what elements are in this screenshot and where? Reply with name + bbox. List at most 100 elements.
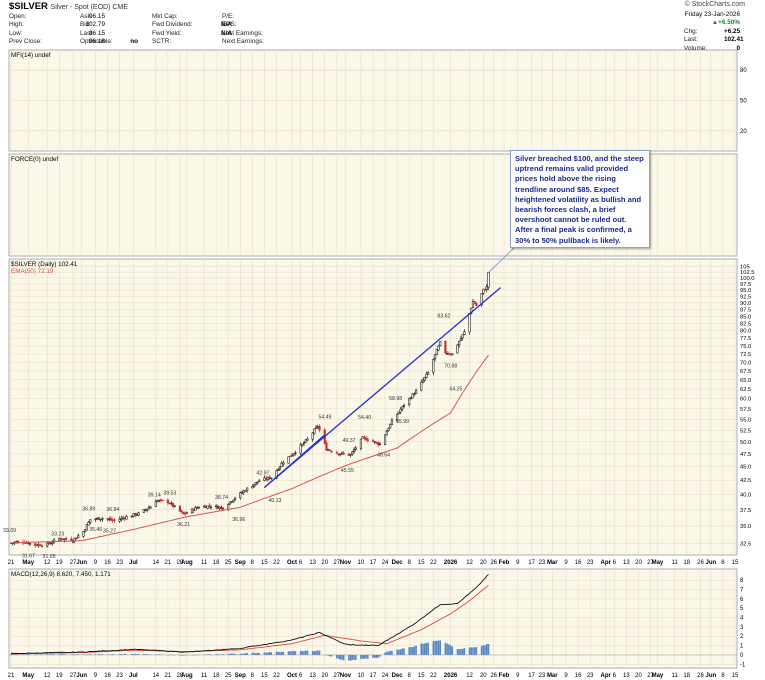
candle-body	[335, 452, 338, 454]
macd-hist-bar	[277, 652, 279, 655]
candle-body	[58, 538, 61, 541]
candle-body	[75, 537, 78, 540]
price-annotation: 35.27	[103, 528, 116, 534]
candle-body	[354, 447, 357, 450]
sctr-label: SCTR:	[152, 38, 172, 46]
x-tick-label-bottom: 16	[104, 673, 111, 679]
macd-tick-label: 0	[740, 653, 744, 659]
macd-hist-bar	[437, 640, 440, 655]
price-legend-series: $SILVER (Daily) 102.41	[11, 261, 78, 268]
mfi-tick-label: 80	[740, 68, 747, 74]
macd-hist-bar	[15, 654, 17, 655]
x-tick-label: Aug	[181, 560, 193, 566]
x-tick-label-bottom: Dec	[392, 673, 404, 679]
macd-hist-bar	[484, 645, 486, 655]
macd-hist-bar	[456, 649, 459, 655]
price-tick-label: 102.5	[740, 270, 755, 276]
candle-body	[61, 538, 64, 541]
candle-body	[266, 477, 269, 480]
candle-body	[196, 507, 199, 509]
x-tick-label: Jun	[706, 560, 717, 566]
price-annotation: 39.53	[163, 490, 176, 496]
x-tick-label-bottom: 18	[683, 673, 690, 679]
macd-hist-bar	[275, 651, 278, 655]
candle-body	[423, 376, 426, 381]
macd-hist-bar	[373, 654, 376, 658]
macd-hist-bar	[313, 651, 316, 655]
macd-hist-bar	[256, 652, 259, 655]
macd-hist-bar	[387, 651, 390, 655]
macd-hist-bar	[375, 654, 378, 658]
macd-hist-bar	[61, 654, 64, 655]
candle-body	[316, 425, 319, 428]
macd-hist-bar	[372, 654, 374, 658]
x-tick-label-bottom: 11	[201, 673, 208, 679]
price-annotation: 42.97	[256, 471, 269, 477]
candle-body	[106, 518, 109, 520]
candle-body	[289, 455, 292, 458]
price-tick-label: 72.5	[740, 352, 751, 358]
candle-body	[47, 542, 51, 544]
x-tick-label-bottom: 8	[408, 673, 412, 679]
price-annotation: 55.99	[396, 419, 409, 425]
price-tick-label: 90.0	[740, 301, 751, 307]
quote-col-3: Mkt Cap: Fwd Dividend: N/A Fwd Yield: N/A …	[152, 13, 242, 47]
candle-body	[28, 543, 32, 545]
macd-tick-label: 6	[740, 597, 744, 603]
macd-hist-bar	[389, 650, 392, 655]
candle-body	[194, 507, 197, 511]
candle-body	[483, 289, 487, 291]
quote-col-2: Ask: Bid: Last: Optionable: no	[80, 13, 150, 47]
candle-body	[246, 487, 249, 492]
fwd-yield-label: Fwd Yield:	[152, 29, 182, 37]
price-annotation: 31.65	[43, 554, 56, 560]
x-tick-label: May	[652, 560, 664, 566]
candle-body	[161, 499, 164, 502]
candle-body	[473, 301, 476, 305]
high-value: 102.79	[85, 21, 105, 29]
candle-body	[178, 505, 182, 512]
price-tick-label: 75.0	[740, 344, 751, 350]
macd-hist-bar	[363, 654, 366, 659]
candle-body	[351, 451, 354, 455]
candle-body	[209, 506, 213, 509]
candle-body	[111, 519, 114, 521]
x-tick-label: 8	[251, 560, 255, 566]
candle-body	[39, 544, 42, 547]
candle-body	[239, 492, 242, 499]
x-tick-label: 18	[683, 560, 690, 566]
candle-body	[377, 442, 380, 445]
candle-body	[265, 477, 268, 480]
mfi-tick-label: 50	[740, 99, 747, 105]
candle-body	[294, 452, 297, 454]
candle-body	[387, 428, 390, 431]
macd-hist-bar	[461, 648, 464, 655]
candle-body	[215, 505, 218, 507]
macd-hist-bar	[386, 651, 388, 655]
macd-hist-bar	[432, 641, 435, 655]
fwd-yield-value: N/A	[220, 29, 232, 37]
x-tick-label: 18	[213, 560, 220, 566]
macd-hist-bar	[132, 654, 135, 655]
price-tick-label: 77.5	[740, 336, 751, 342]
macd-hist-bar	[251, 652, 254, 655]
x-tick-label-bottom: 26	[490, 673, 497, 679]
candle-body	[108, 518, 111, 521]
x-tick-label: 9	[564, 560, 568, 566]
macd-hist-bar	[72, 654, 74, 655]
macd-hist-bar	[123, 653, 126, 655]
candle-body	[84, 529, 87, 533]
macd-hist-bar	[425, 642, 428, 655]
macd-hist-bar	[337, 654, 340, 659]
macd-hist-bar	[101, 653, 104, 655]
x-tick-label: 25	[225, 560, 232, 566]
macd-hist-bar	[217, 654, 219, 655]
macd-hist-bar	[258, 652, 261, 655]
candle-body	[340, 452, 344, 454]
macd-hist-bar	[413, 646, 416, 655]
price-tick-label: 42.5	[740, 478, 751, 484]
prev-close-label: Prev Close:	[9, 38, 43, 46]
candle-body	[82, 531, 85, 537]
candle-body	[401, 405, 404, 410]
